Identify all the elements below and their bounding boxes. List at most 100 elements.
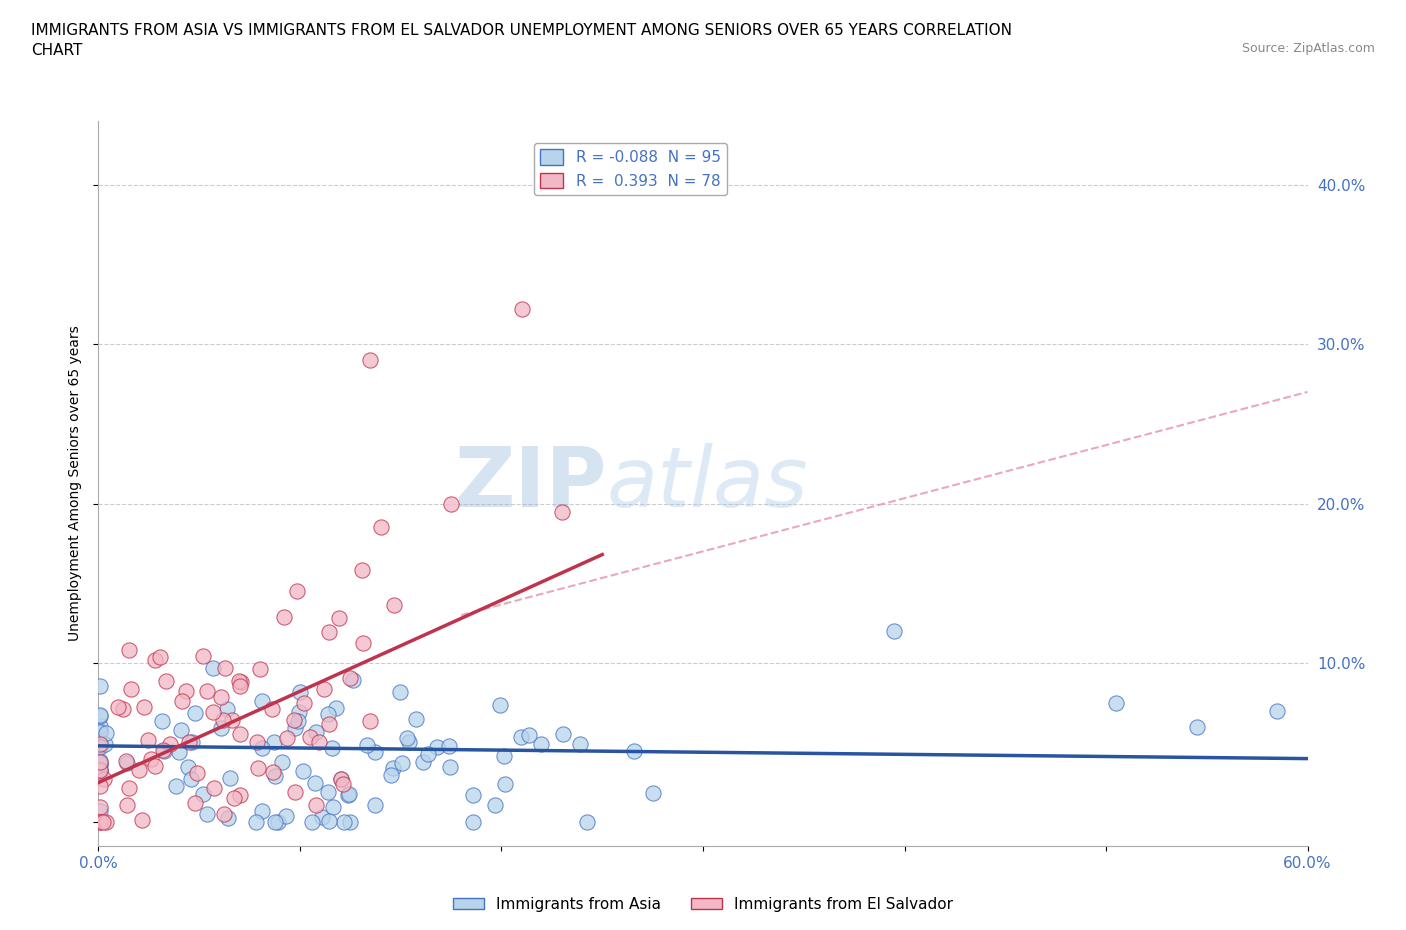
Point xyxy=(131,813,153,828)
Point xyxy=(510,730,533,745)
Point xyxy=(152,742,174,757)
Point xyxy=(224,790,246,805)
Point xyxy=(89,735,111,750)
Point xyxy=(363,798,385,813)
Point xyxy=(245,735,267,750)
Point xyxy=(214,660,236,675)
Point xyxy=(180,772,202,787)
Point xyxy=(332,777,354,792)
Point xyxy=(184,796,207,811)
Point xyxy=(318,813,340,828)
Point xyxy=(437,738,460,753)
Point xyxy=(229,674,252,689)
Point xyxy=(316,707,339,722)
Point xyxy=(89,758,111,773)
Point xyxy=(318,624,340,639)
Point xyxy=(195,684,218,699)
Point xyxy=(339,671,361,685)
Point xyxy=(89,804,111,818)
Point xyxy=(118,781,141,796)
Point xyxy=(461,815,484,830)
Point xyxy=(551,504,574,519)
Point xyxy=(138,733,160,748)
Point xyxy=(489,698,512,712)
Point xyxy=(89,764,111,778)
Point xyxy=(219,771,242,786)
Point xyxy=(305,724,328,739)
Point xyxy=(111,701,134,716)
Point xyxy=(398,734,420,749)
Point xyxy=(322,799,344,814)
Point xyxy=(229,678,252,693)
Point xyxy=(283,712,305,727)
Point xyxy=(89,764,111,778)
Point xyxy=(191,648,214,663)
Point xyxy=(89,738,111,753)
Point xyxy=(360,352,382,367)
Point xyxy=(139,751,162,766)
Point xyxy=(329,772,352,787)
Point xyxy=(305,798,328,813)
Point xyxy=(177,760,200,775)
Point xyxy=(93,772,115,787)
Point xyxy=(153,744,176,759)
Point xyxy=(228,787,250,802)
Point xyxy=(89,737,111,751)
Point xyxy=(89,719,111,734)
Point xyxy=(318,716,340,731)
Point xyxy=(298,730,321,745)
Point xyxy=(316,785,339,800)
Legend: R = -0.088  N = 95, R =  0.393  N = 78: R = -0.088 N = 95, R = 0.393 N = 78 xyxy=(534,143,727,195)
Point xyxy=(288,684,311,699)
Point xyxy=(439,760,461,775)
Point xyxy=(94,815,117,830)
Point xyxy=(174,684,197,699)
Point xyxy=(494,777,516,791)
Text: Source: ZipAtlas.com: Source: ZipAtlas.com xyxy=(1241,42,1375,55)
Point xyxy=(551,727,574,742)
Point xyxy=(382,598,405,613)
Point xyxy=(217,811,239,826)
Point xyxy=(96,725,118,740)
Text: IMMIGRANTS FROM ASIA VS IMMIGRANTS FROM EL SALVADOR UNEMPLOYMENT AMONG SENIORS O: IMMIGRANTS FROM ASIA VS IMMIGRANTS FROM … xyxy=(31,23,1012,58)
Point xyxy=(179,735,201,750)
Point xyxy=(89,757,111,772)
Point xyxy=(94,737,117,751)
Point xyxy=(339,786,361,801)
Point xyxy=(250,694,273,709)
Point xyxy=(170,723,193,737)
Point xyxy=(89,778,111,793)
Point xyxy=(89,799,111,814)
Point xyxy=(202,780,225,795)
Point xyxy=(89,754,111,769)
Point xyxy=(484,797,506,812)
Point xyxy=(249,662,271,677)
Point xyxy=(328,611,350,626)
Point xyxy=(120,682,142,697)
Point xyxy=(1267,703,1289,718)
Point xyxy=(287,713,309,728)
Point xyxy=(193,786,215,801)
Point xyxy=(517,727,540,742)
Point xyxy=(221,713,243,728)
Point xyxy=(370,520,392,535)
Point xyxy=(461,788,484,803)
Point xyxy=(262,764,284,779)
Point xyxy=(115,754,138,769)
Point xyxy=(89,724,111,739)
Point xyxy=(149,649,172,664)
Point xyxy=(492,749,515,764)
Point xyxy=(350,563,373,578)
Point xyxy=(380,768,402,783)
Point xyxy=(89,708,111,723)
Point xyxy=(1185,719,1208,734)
Point xyxy=(155,673,177,688)
Point xyxy=(159,737,181,751)
Point xyxy=(333,815,356,830)
Point xyxy=(356,737,378,752)
Point xyxy=(89,815,111,830)
Point xyxy=(145,652,167,667)
Point xyxy=(412,754,434,769)
Point xyxy=(352,636,374,651)
Point xyxy=(89,763,111,777)
